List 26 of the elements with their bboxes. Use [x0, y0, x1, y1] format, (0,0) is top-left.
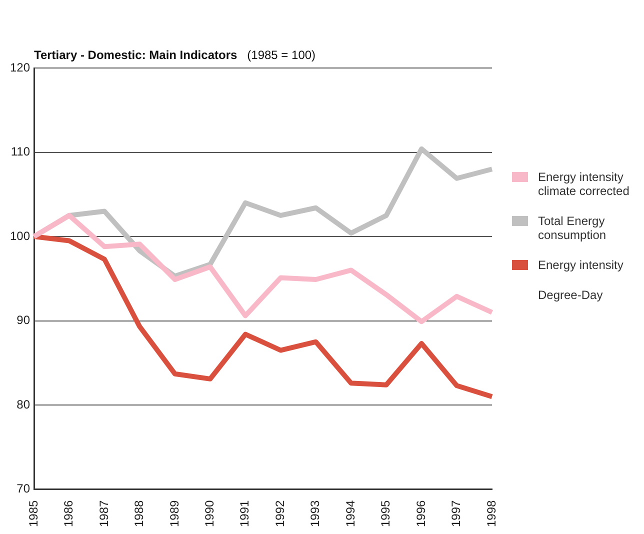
y-tick-label: 70 — [16, 482, 30, 496]
x-tick-label: 1997 — [449, 500, 464, 528]
legend-label: Total Energy consumption — [538, 214, 608, 242]
y-tick-label: 110 — [10, 144, 30, 159]
legend-label: Energy intensity — [538, 258, 624, 272]
x-tick-label: 1994 — [343, 500, 358, 528]
y-tick-label: 120 — [10, 60, 30, 74]
text: Degree-Day — [538, 288, 604, 302]
chart-title: Tertiary - Domestic: Main Indicators — [34, 48, 238, 62]
y-tick-label: 90 — [16, 313, 30, 328]
x-tick-label: 1991 — [238, 500, 252, 528]
x-tick-label: 1985 — [26, 500, 40, 528]
chart-subtitle: (1985 = 100) — [247, 48, 316, 62]
x-tick-label: 1990 — [202, 500, 216, 528]
x-tick-label: 1988 — [132, 500, 146, 528]
x-tick-label: 1992 — [272, 500, 287, 528]
x-tick-label: 1986 — [62, 500, 76, 528]
x-tick-label: 1989 — [167, 500, 182, 528]
x-tick-label: 1996 — [414, 500, 428, 528]
legend-label: Energy intensity climate corrected — [538, 170, 630, 198]
y-tick-label: 100 — [10, 228, 30, 243]
x-tick-label: 1995 — [378, 500, 393, 528]
x-tick-label: 1993 — [308, 500, 322, 528]
x-tick-label: 1987 — [96, 500, 111, 528]
y-tick-label: 80 — [16, 397, 30, 412]
x-tick-label: 1998 — [484, 500, 498, 528]
